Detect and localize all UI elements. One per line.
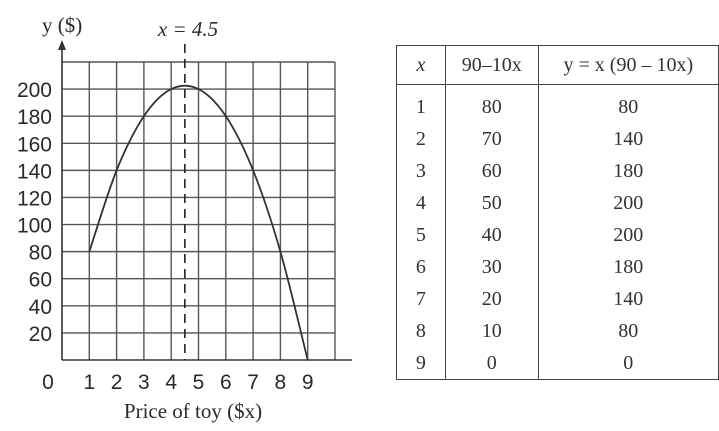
table-row: 3 60 180 <box>396 155 719 187</box>
table-cell: 9 <box>396 347 446 380</box>
table-header-revenue: y = x (90 – 10x) <box>537 45 719 85</box>
table-row: 7 20 140 <box>396 283 719 315</box>
table-cell: 20 <box>444 283 539 315</box>
table-row: 5 40 200 <box>396 219 719 251</box>
y-tick-label: 140 <box>17 160 52 183</box>
y-tick-label: 20 <box>29 323 52 346</box>
table-cell: 200 <box>537 219 719 251</box>
table-cell: 180 <box>537 155 719 187</box>
table-cell: 180 <box>537 251 719 283</box>
table-row: 1 80 80 <box>396 84 719 123</box>
x-tick-label: 2 <box>111 371 123 394</box>
table-cell: 40 <box>444 219 539 251</box>
table-cell: 3 <box>396 155 446 187</box>
x-tick-label: 8 <box>275 371 287 394</box>
x-axis-label: Price of toy ($x) <box>124 399 262 423</box>
revenue-chart: 20 40 60 80 100 120 140 160 180 200 0 1 2 3 4 5 6 7 8 9 y (… <box>17 13 352 423</box>
x-tick-label: 3 <box>138 371 150 394</box>
y-tick-label: 200 <box>17 79 52 102</box>
y-tick-label: 60 <box>29 269 52 292</box>
table-row: 4 50 200 <box>396 187 719 219</box>
data-table: x 90–10x y = x (90 – 10x) 1 80 80 2 70 140 3 60… <box>396 45 719 380</box>
table-cell: 80 <box>444 84 539 123</box>
revenue-curve <box>88 84 309 361</box>
table-cell: 10 <box>444 315 539 347</box>
x-tick-label: 0 <box>42 371 54 394</box>
table-cell: 2 <box>396 123 446 155</box>
table-header-price: 90–10x <box>444 45 539 85</box>
y-tick-label: 120 <box>17 187 52 210</box>
x-tick-label: 7 <box>247 371 259 394</box>
y-tick-label: 180 <box>17 106 52 129</box>
vertex-annotation: x = 4.5 <box>157 17 218 41</box>
table-cell: 30 <box>444 251 539 283</box>
y-axis-label: y ($) <box>42 13 82 37</box>
table-cell: 8 <box>396 315 446 347</box>
table-cell: 80 <box>537 315 719 347</box>
y-tick-label: 100 <box>17 215 52 238</box>
table-cell: 0 <box>537 347 719 380</box>
table-cell: 60 <box>444 155 539 187</box>
x-tick-label: 9 <box>302 371 314 394</box>
y-axis-arrow <box>58 40 66 50</box>
table-cell: 140 <box>537 123 719 155</box>
table-header-x: x <box>396 45 446 85</box>
table-cell: 6 <box>396 251 446 283</box>
chart-axes <box>58 40 352 361</box>
chart-labels: 20 40 60 80 100 120 140 160 180 200 0 1 2 3 4 5 6 7 8 9 <box>17 79 314 394</box>
chart-marks <box>88 44 309 361</box>
x-tick-label: 5 <box>193 371 205 394</box>
table-cell: 50 <box>444 187 539 219</box>
table-cell: 70 <box>444 123 539 155</box>
y-tick-label: 80 <box>29 242 52 265</box>
table-cell: 80 <box>537 84 719 123</box>
x-tick-label: 1 <box>83 371 95 394</box>
table-cell: 7 <box>396 283 446 315</box>
table-cell: 140 <box>537 283 719 315</box>
table-row: 6 30 180 <box>396 251 719 283</box>
table-row: 2 70 140 <box>396 123 719 155</box>
table-cell: 200 <box>537 187 719 219</box>
y-tick-label: 40 <box>29 296 52 319</box>
y-tick-label: 160 <box>17 133 52 156</box>
table-cell: 0 <box>444 347 539 380</box>
table-cell: 1 <box>396 84 446 123</box>
table-cell: 4 <box>396 187 446 219</box>
table-row: 8 10 80 <box>396 315 719 347</box>
x-tick-label: 4 <box>165 371 177 394</box>
table-cell: 5 <box>396 219 446 251</box>
table-header-row: x 90–10x y = x (90 – 10x) <box>396 45 719 85</box>
chart-grid <box>62 61 336 360</box>
x-tick-label: 6 <box>220 371 232 394</box>
